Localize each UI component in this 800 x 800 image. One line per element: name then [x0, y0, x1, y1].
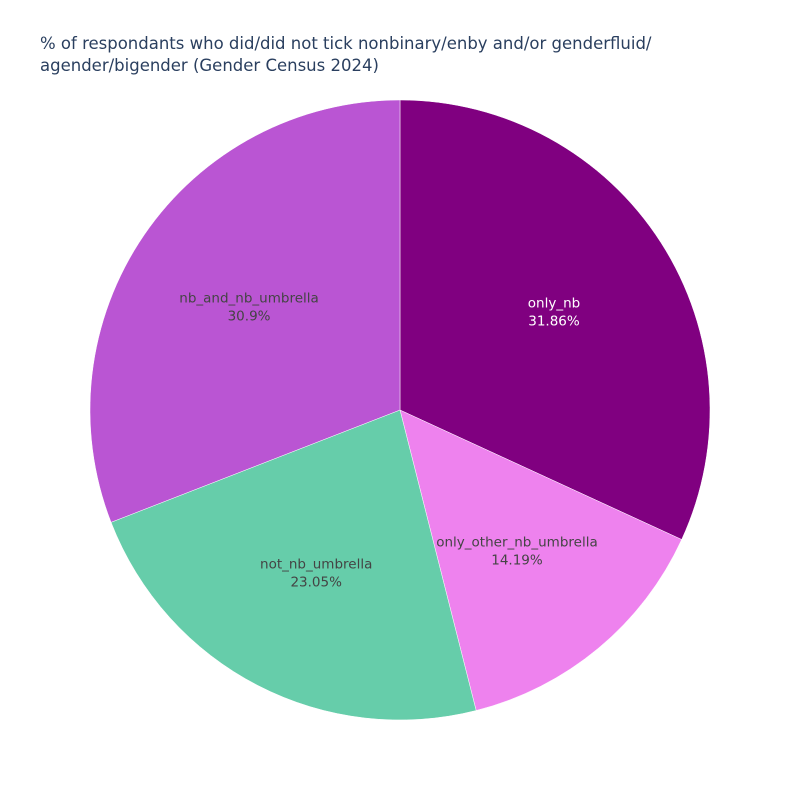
slice-label-only-other-nb-umbrella: only_other_nb_umbrella 14.19%	[436, 535, 598, 569]
slice-label-only-nb: only_nb 31.86%	[528, 295, 580, 329]
slice-percent: 14.19%	[491, 553, 543, 569]
pie-slices	[89, 99, 711, 721]
slice-label-not-nb-umbrella: not_nb_umbrella 23.05%	[260, 557, 372, 591]
pie-slice-nb-and-nb-umbrella[interactable]	[89, 99, 401, 523]
slice-percent: 30.9%	[228, 309, 271, 325]
pie-slice-not-nb-umbrella[interactable]	[110, 409, 477, 721]
slice-label-nb-and-nb-umbrella: nb_and_nb_umbrella 30.9%	[179, 291, 319, 325]
slice-name: not_nb_umbrella	[260, 557, 372, 573]
slice-name: only_nb	[528, 295, 580, 311]
chart-title-line-1: % of respondants who did/did not tick no…	[40, 34, 652, 53]
slice-name: only_other_nb_umbrella	[436, 535, 598, 551]
pie-slice-only-nb[interactable]	[399, 99, 711, 540]
slice-percent: 23.05%	[290, 575, 342, 591]
chart-title-line-2: agender/bigender (Gender Census 2024)	[40, 56, 379, 75]
chart-title: % of respondants who did/did not tick no…	[40, 33, 760, 77]
slice-percent: 31.86%	[528, 313, 580, 329]
slice-name: nb_and_nb_umbrella	[179, 291, 319, 307]
pie-labels: only_nb 31.86% only_other_nb_umbrella 14.19…	[179, 291, 597, 591]
pie-slice-only-other-nb-umbrella[interactable]	[399, 409, 682, 711]
